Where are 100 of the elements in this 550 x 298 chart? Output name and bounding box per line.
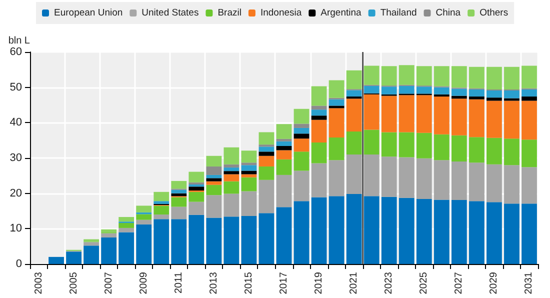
bar [451, 135, 467, 162]
bar [311, 197, 327, 264]
x-tick-label: 2029 [488, 272, 500, 294]
bar [468, 99, 484, 138]
legend-label: China [436, 8, 462, 18]
legend-label: Argentina [320, 8, 362, 18]
bar [154, 192, 170, 202]
bar [224, 216, 240, 264]
bar [276, 174, 292, 208]
bar [241, 174, 257, 178]
bar [522, 167, 537, 204]
bar [416, 66, 432, 86]
bar [504, 138, 520, 166]
x-tick-label: 2031 [524, 272, 535, 294]
bar [486, 100, 502, 138]
bar [118, 228, 134, 232]
bar [188, 192, 204, 202]
x-tick-label: 2019 [314, 272, 325, 294]
bar [154, 201, 170, 204]
bar [416, 95, 432, 133]
x-tick-label: 2027 [454, 272, 465, 294]
bar [136, 220, 152, 224]
y-tick-label: 10 [10, 222, 22, 235]
bar [522, 96, 537, 101]
bar [241, 177, 257, 192]
bar [364, 196, 380, 264]
y-tick-label: 40 [10, 116, 22, 129]
bar [434, 96, 450, 134]
bar [328, 160, 344, 196]
bar [398, 157, 414, 198]
bar [118, 232, 134, 264]
bar [451, 200, 467, 264]
x-tick-label: 2017 [278, 272, 290, 294]
bar [381, 96, 397, 132]
bar [188, 186, 204, 191]
bar [381, 86, 397, 94]
bar [206, 166, 222, 175]
bar [328, 138, 344, 160]
x-tick-label: 2007 [103, 272, 114, 294]
bar [136, 214, 152, 220]
y-tick-label: 50 [10, 81, 22, 94]
bar [118, 217, 134, 222]
bar [416, 198, 432, 264]
bar [66, 252, 82, 264]
bar [241, 165, 257, 171]
bar [276, 141, 292, 146]
bar [504, 100, 520, 139]
bar [504, 66, 520, 90]
bar [468, 66, 484, 88]
bar [48, 256, 64, 264]
bar [328, 80, 344, 98]
bar [311, 86, 327, 106]
bar [346, 98, 362, 132]
x-tick-label: 2005 [68, 272, 80, 294]
bar [364, 130, 380, 154]
bar [258, 146, 274, 152]
bar [276, 146, 292, 150]
bar [224, 164, 240, 168]
bar [171, 219, 187, 264]
bar [258, 166, 274, 180]
bar [486, 202, 502, 264]
bar [241, 162, 257, 166]
legend-label: United States [142, 8, 199, 18]
x-tick-label: 2013 [208, 272, 220, 294]
bar [364, 94, 380, 130]
bar [224, 168, 240, 172]
bar [241, 170, 257, 174]
bar [206, 218, 222, 264]
bar [434, 134, 450, 160]
bar [241, 191, 257, 216]
bar [398, 65, 414, 85]
bar [468, 89, 484, 97]
bar [346, 70, 362, 90]
bar [486, 138, 502, 164]
bar [294, 138, 310, 152]
bar [206, 184, 222, 196]
bar [451, 162, 467, 200]
bar [522, 140, 537, 168]
legend-label: Brazil [218, 8, 242, 18]
legend-label: Thailand [380, 8, 417, 18]
bar [224, 194, 240, 217]
bar [294, 124, 310, 128]
bar [398, 95, 414, 132]
bar [328, 106, 344, 108]
bar [136, 206, 152, 212]
bar [522, 89, 537, 97]
bar [381, 196, 397, 264]
bar [346, 90, 362, 97]
bar [154, 219, 170, 264]
bar [294, 134, 310, 139]
bar [522, 204, 537, 264]
bar [171, 190, 187, 194]
x-tick-label: 2023 [384, 272, 395, 294]
bar [504, 98, 520, 101]
bar [434, 66, 450, 86]
bar [136, 224, 152, 264]
bar [258, 132, 274, 145]
bar [311, 163, 327, 198]
bar [84, 242, 100, 246]
bar [276, 150, 292, 160]
